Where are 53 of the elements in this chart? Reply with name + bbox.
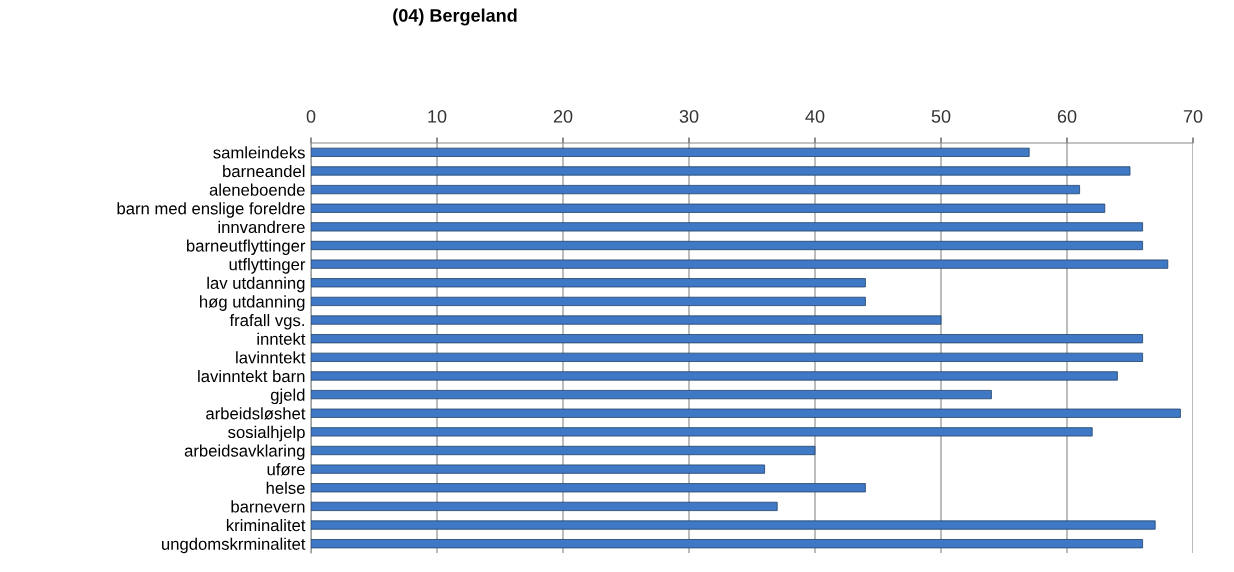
y-tick-label: lavinntekt barn [198,369,305,383]
bar [311,501,778,512]
y-tick-label: samleindeks [213,146,305,159]
bar [311,445,816,456]
y-tick-label: helse [266,481,305,494]
y-tick-label: lav utdanning [207,276,305,293]
y-tick-label: høg utdanning [200,295,305,311]
chart-title: (04) Bergeland [393,8,517,26]
bar [311,147,1030,157]
x-tick-label: 0 [306,109,316,123]
y-tick-label: uføre [267,463,305,476]
bar [311,334,1144,344]
bar [311,278,866,288]
x-tick-label: 70 [1183,109,1203,123]
y-tick-label: aleneboende [209,183,305,196]
x-tick-label: 40 [805,109,825,123]
y-tick-label: lavinntekt [236,351,306,364]
bar [311,203,1106,213]
bar [311,184,1081,195]
y-tick-label: barneandel [223,164,305,178]
y-tick-label: barneutflyttinger [187,239,306,255]
bar [311,352,1144,362]
bar [311,315,942,325]
x-tick-label: 20 [553,109,573,123]
y-tick-label: arbeidsløshet [206,407,306,420]
y-tick-label: barnevern [231,500,305,513]
y-tick-label: innvandrere [218,220,305,234]
y-tick-label: utflyttinger [229,258,306,274]
bar [311,240,1144,251]
x-tick-label: 60 [1057,109,1077,123]
x-tick-label: 50 [931,109,951,123]
y-tick-label: sosialhjelp [228,425,305,442]
y-tick-label: kriminalitet [226,519,306,532]
bar [311,371,1118,381]
bar [311,539,1144,549]
bar [311,427,1093,437]
x-tick-label: 10 [428,109,447,123]
bar [311,464,766,474]
y-tick-label: ungdomskrminalitet [162,537,306,554]
bar [311,166,1131,176]
y-tick-label: inntekt [257,332,306,345]
bar [311,259,1169,269]
bar [311,389,992,400]
x-tick-label: 30 [679,109,699,123]
y-tick-label: barn med enslige foreldre [117,202,305,218]
y-tick-label: frafall vgs. [229,314,304,330]
bar [311,222,1144,232]
y-tick-label: gjeld [270,388,305,405]
bar [311,296,866,307]
bar [311,520,1156,530]
y-tick-label: arbeidsavklaring [184,444,305,460]
bar [311,408,1181,418]
bar [311,483,866,493]
